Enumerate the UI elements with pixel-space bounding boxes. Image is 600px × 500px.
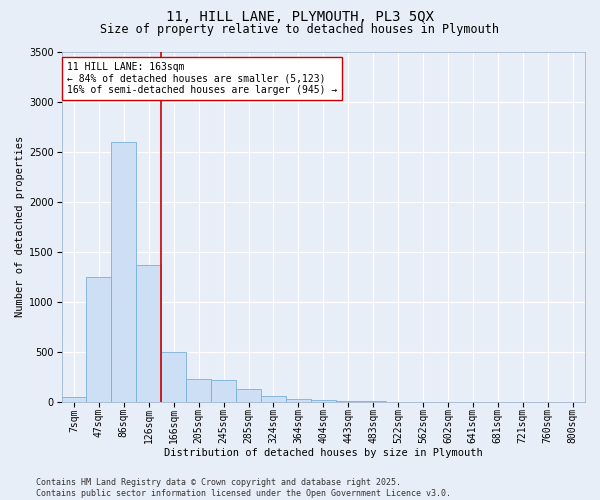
Bar <box>86 276 112 402</box>
Bar <box>311 400 336 402</box>
Bar <box>336 401 361 402</box>
Text: Size of property relative to detached houses in Plymouth: Size of property relative to detached ho… <box>101 22 499 36</box>
Bar <box>186 379 211 402</box>
Bar <box>136 264 161 402</box>
Bar <box>112 142 136 402</box>
Text: 11, HILL LANE, PLYMOUTH, PL3 5QX: 11, HILL LANE, PLYMOUTH, PL3 5QX <box>166 10 434 24</box>
Bar <box>161 352 186 402</box>
Text: Contains HM Land Registry data © Crown copyright and database right 2025.
Contai: Contains HM Land Registry data © Crown c… <box>36 478 451 498</box>
Bar <box>261 396 286 402</box>
X-axis label: Distribution of detached houses by size in Plymouth: Distribution of detached houses by size … <box>164 448 482 458</box>
Bar <box>236 389 261 402</box>
Y-axis label: Number of detached properties: Number of detached properties <box>15 136 25 318</box>
Bar <box>211 380 236 402</box>
Bar <box>62 397 86 402</box>
Text: 11 HILL LANE: 163sqm
← 84% of detached houses are smaller (5,123)
16% of semi-de: 11 HILL LANE: 163sqm ← 84% of detached h… <box>67 62 337 95</box>
Bar <box>286 399 311 402</box>
